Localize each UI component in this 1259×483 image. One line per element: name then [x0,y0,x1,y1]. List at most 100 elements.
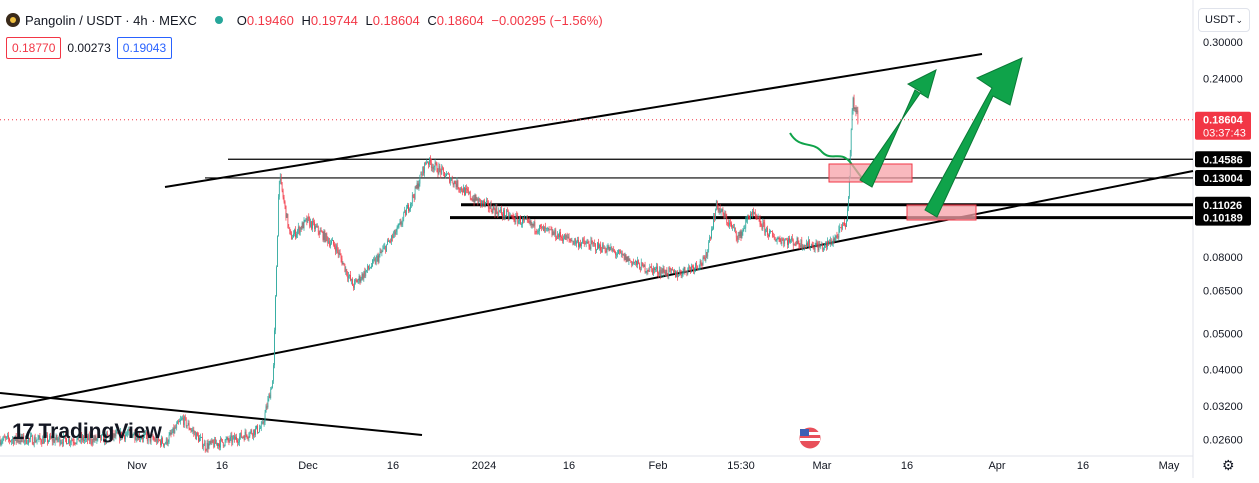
candle-body [717,201,718,207]
candle-body [440,169,441,174]
candle-body [343,263,344,264]
candle-body [763,222,764,224]
candle-body [263,422,264,423]
candle-body [791,238,792,240]
candle-body [390,241,391,242]
candle-body [337,246,338,250]
candle-body [573,242,574,244]
candle-body [227,438,228,440]
candle-body [789,238,790,242]
candle-body [212,440,213,443]
candle-body [734,228,735,229]
candle-body [540,225,541,227]
candle-body [458,180,459,188]
candle-body [365,271,366,276]
candle-body [584,240,585,243]
candle-body [517,216,518,224]
time-tick-label: Apr [988,460,1005,472]
candle-body [758,217,759,218]
candle-body [441,167,442,174]
candle-body [609,247,610,251]
candle-body [822,245,823,250]
candle-body [616,255,617,256]
open-value: 0.19460 [247,13,294,28]
candle-body [444,172,445,177]
candle-body [284,197,285,201]
buy-button[interactable]: 0.19043 [117,37,172,59]
candle-body [776,240,777,241]
candle-body [713,217,714,229]
candle-body [324,231,325,240]
time-tick-label: Feb [649,460,668,472]
candle-body [708,242,709,250]
flag-stripe [800,438,820,441]
candle-body [189,423,190,429]
candle-body [845,225,846,227]
candle-body [185,417,186,418]
candle-body [654,268,655,270]
candle-body [421,174,422,175]
gear-icon[interactable]: ⚙ [1222,457,1235,473]
candle-body [733,227,734,228]
tradingview-wordmark: TradingView [38,420,161,444]
candle-body [828,241,829,245]
candle-body [179,421,180,422]
candle-body [614,251,615,252]
candle-body [318,226,319,232]
symbol-title[interactable]: Pangolin / USDT · 4h · MEXC [25,13,197,28]
candle-body [761,224,762,225]
candle-body [399,224,400,227]
candle-body [359,276,360,280]
candle-body [752,211,753,215]
candle-body [282,182,283,190]
candle-body [762,226,763,229]
candle-body [274,330,275,365]
candle-body [454,181,455,185]
candle-body [648,270,649,271]
candle-body [698,268,699,269]
candle-body [191,430,192,431]
candle-body [396,232,397,235]
candle-body [287,214,288,218]
candle-body [768,235,769,236]
candle-body [388,240,389,241]
candle-body [276,267,277,297]
candle-body [275,297,276,331]
candle-body [716,201,717,210]
candle-body [604,248,605,249]
candle-body [827,241,828,247]
candle-body [231,436,232,443]
candle-body [168,442,169,444]
candle-body [841,227,842,228]
candle-body [342,259,343,265]
candle-body [243,437,244,438]
trade-buttons: 0.18770 0.00273 0.19043 [6,37,172,59]
candle-body [350,275,351,280]
candle-body [587,242,588,243]
candle-body [677,273,678,277]
candle-body [455,181,456,183]
candle-body [300,227,301,233]
candle-body [165,444,166,445]
candle-body [671,269,672,271]
candle-body [624,254,625,260]
candle-body [601,251,602,253]
candle-body [550,229,551,230]
sell-button[interactable]: 0.18770 [6,37,61,59]
candle-body [757,217,758,219]
currency-selector[interactable]: USDT ⌄ [1198,8,1250,32]
candle-body [807,243,808,246]
candle-body [485,202,486,204]
candle-body [465,188,466,195]
candle-body [582,239,583,242]
candle-body [220,439,221,448]
candle-body [839,229,840,238]
candle-body [230,437,231,442]
candle-body [546,228,547,229]
candle-body [398,226,399,227]
candle-body [288,227,289,228]
candle-body [237,440,238,442]
candle-body [581,243,582,246]
candle-body [164,444,165,446]
